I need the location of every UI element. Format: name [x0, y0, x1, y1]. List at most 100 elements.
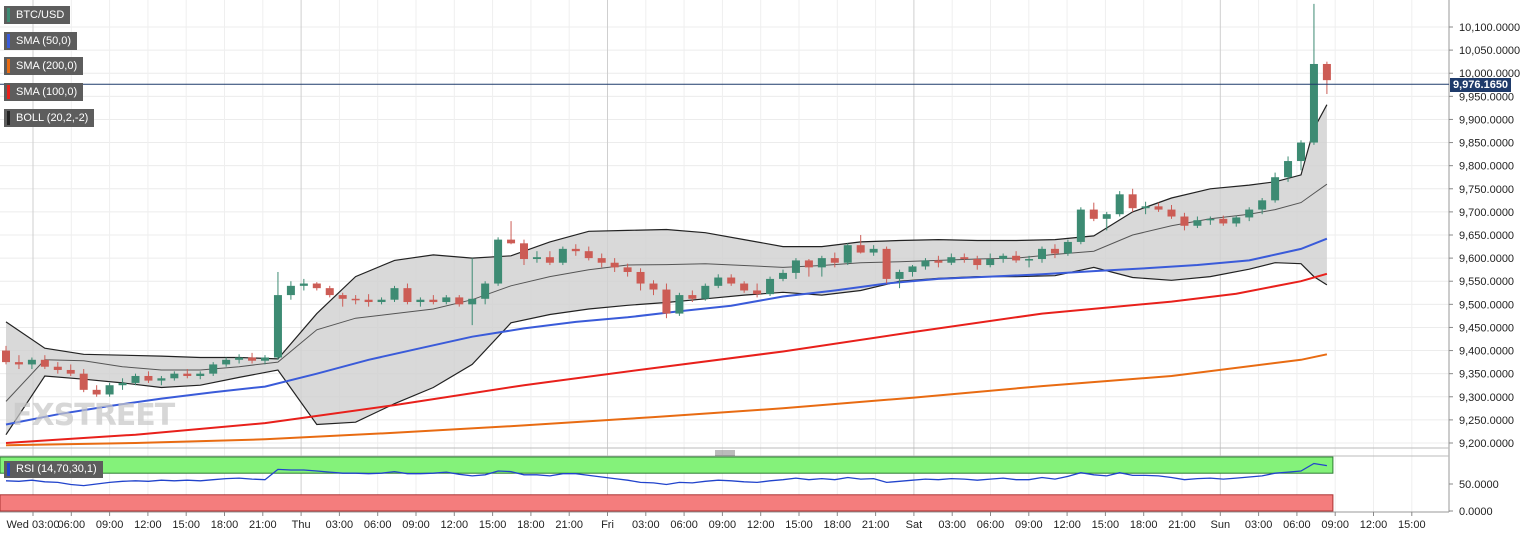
candle-up [27, 359, 36, 365]
time-tick-label: 06:00 [58, 519, 86, 531]
candle-down [429, 299, 438, 303]
candle-up [390, 288, 399, 300]
time-tick-label: 15:00 [1398, 519, 1426, 531]
candle-down [1219, 218, 1228, 224]
candle-down [66, 369, 75, 374]
candle-up [1102, 214, 1111, 219]
candle-up [1297, 142, 1305, 162]
time-tick-label: 15:00 [172, 519, 200, 531]
price-tick-label: 9,450.0000 [1459, 322, 1514, 334]
candle-up [895, 271, 904, 279]
time-tick-label: 03:00 [326, 519, 354, 531]
time-tick-label: 12:00 [747, 519, 775, 531]
candle-up [869, 248, 878, 253]
sma50-label[interactable]: SMA (50,0) [4, 32, 78, 50]
candle-up [157, 378, 166, 381]
candle-up [999, 255, 1008, 260]
price-tick-label: 9,200.0000 [1459, 438, 1514, 450]
last-price-tag: 9,976.1650 [1450, 78, 1512, 92]
candle-down [338, 295, 347, 299]
rsi-label[interactable]: RSI (14,70,30,1) [4, 461, 103, 478]
sma200-label[interactable]: SMA (200,0) [4, 57, 84, 75]
sma100-label[interactable]: SMA (100,0) [4, 83, 84, 101]
candle-down [1167, 209, 1176, 217]
candle-down [960, 257, 969, 260]
candle-down [1012, 255, 1021, 261]
candle-up [1284, 161, 1293, 178]
time-tick-label: 21:00 [555, 519, 583, 531]
time-tick-label: 09:00 [709, 519, 737, 531]
candle-up [817, 258, 826, 268]
bollinger-band-fill [6, 104, 1327, 435]
candle-down [1154, 206, 1163, 210]
time-tick-label: 21:00 [862, 519, 890, 531]
sma200-swatch [7, 59, 10, 73]
time-tick-label: 15:00 [1092, 519, 1120, 531]
price-tick-label: 9,650.0000 [1459, 230, 1514, 242]
time-tick-label: 06:00 [977, 519, 1005, 531]
candle-down [597, 258, 606, 263]
candle-down [1089, 209, 1098, 219]
candle-up [1025, 259, 1034, 261]
price-tick-label: 9,550.0000 [1459, 276, 1514, 288]
candle-up [701, 285, 710, 299]
boll-text: BOLL (20,2,-2) [16, 112, 89, 124]
candle-down [753, 290, 762, 295]
price-tick-label: 9,850.0000 [1459, 138, 1514, 150]
candle-up [105, 385, 114, 395]
rsi-oversold-band [0, 494, 1334, 512]
price-tick-label: 10,000.0000 [1459, 68, 1520, 80]
candle-up [1038, 248, 1046, 260]
candle-down [312, 283, 321, 289]
time-tick-label: 18:00 [824, 519, 852, 531]
time-tick-label: 09:00 [1015, 519, 1043, 531]
time-tick-label: 12:00 [1360, 519, 1388, 531]
candle-down [649, 283, 658, 290]
candle-up [1245, 209, 1254, 218]
candle-down [14, 362, 23, 365]
candle-up [1063, 241, 1072, 254]
price-tick-label: 9,500.0000 [1459, 299, 1514, 311]
time-tick-label: 21:00 [249, 519, 277, 531]
time-tick-label: 18:00 [211, 519, 239, 531]
price-tick-label: 9,900.0000 [1459, 114, 1514, 126]
time-tick-label: 06:00 [670, 519, 698, 531]
symbol-swatch [7, 8, 10, 22]
candle-up [1271, 177, 1280, 201]
candle-up [494, 239, 503, 284]
candle-down [248, 357, 257, 361]
candle-down [545, 257, 554, 263]
sma50-swatch [7, 34, 10, 48]
price-tick-label: 9,950.0000 [1459, 91, 1514, 103]
time-tick-label: Wed 03:00 [6, 519, 59, 531]
price-tick-label: 9,600.0000 [1459, 253, 1514, 265]
candle-up [261, 357, 269, 361]
candle-up [442, 297, 451, 303]
candle-down [1322, 63, 1331, 81]
time-tick-label: Sat [906, 519, 923, 531]
price-tick-label: 9,400.0000 [1459, 346, 1514, 358]
candle-up [779, 272, 787, 279]
time-tick-label: 03:00 [1245, 519, 1273, 531]
time-tick-label: 18:00 [1130, 519, 1158, 531]
symbol-label[interactable]: BTC/USD [4, 6, 71, 24]
price-tick-label: 9,700.0000 [1459, 207, 1514, 219]
candle-up [1141, 206, 1150, 209]
time-tick-label: Fri [601, 519, 614, 531]
candle-down [53, 366, 62, 370]
boll-label[interactable]: BOLL (20,2,-2) [4, 109, 95, 127]
candle-up [468, 298, 477, 305]
candle-down [507, 239, 516, 244]
candle-up [1206, 218, 1215, 221]
candle-down [92, 389, 101, 395]
candle-down [623, 267, 632, 272]
time-tick-label: 03:00 [632, 519, 660, 531]
price-tick-label: 9,300.0000 [1459, 392, 1514, 404]
candle-down [856, 245, 865, 253]
candle-up [118, 382, 127, 386]
candle-up [235, 357, 244, 360]
candle-down [610, 262, 619, 268]
candle-down [1128, 194, 1137, 209]
